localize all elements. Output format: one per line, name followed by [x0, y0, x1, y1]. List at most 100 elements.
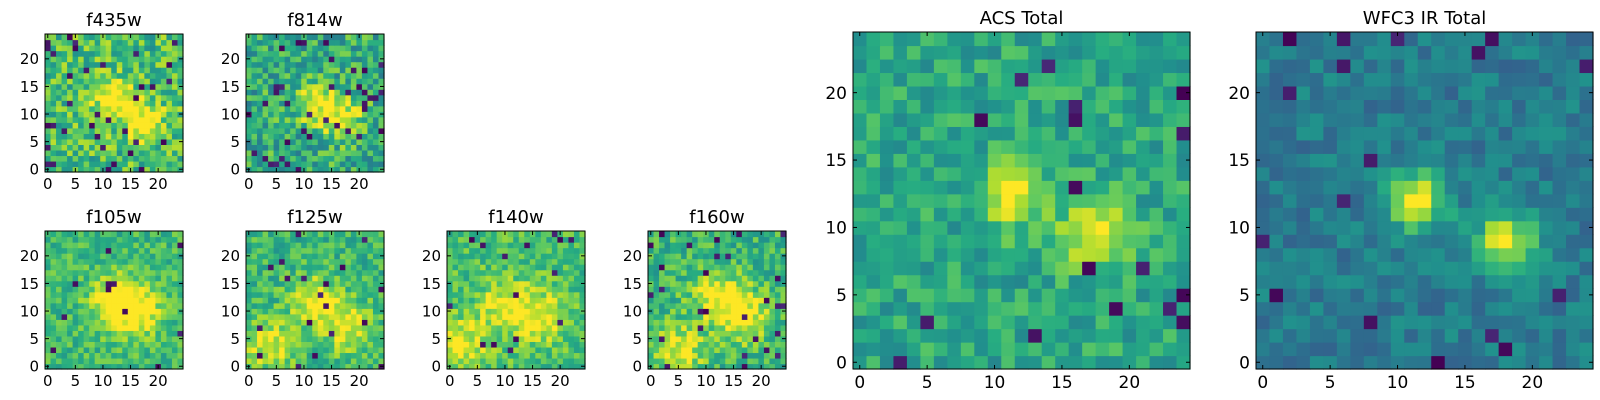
- pixel: [94, 335, 101, 342]
- pixel: [524, 324, 531, 331]
- pixel: [78, 45, 85, 52]
- pixel: [1552, 207, 1567, 222]
- pixel: [257, 242, 264, 249]
- pixel: [736, 308, 743, 315]
- pixel: [670, 253, 677, 260]
- pixel: [367, 286, 374, 293]
- pixel: [1149, 153, 1164, 168]
- pixel: [127, 138, 134, 145]
- pixel: [78, 247, 85, 254]
- pixel: [736, 286, 743, 293]
- pixel: [83, 61, 90, 68]
- pixel: [67, 308, 74, 315]
- pixel: [1082, 153, 1097, 168]
- pixel: [568, 330, 575, 337]
- pixel: [105, 166, 112, 173]
- pixel: [719, 324, 726, 331]
- pixel: [485, 346, 492, 354]
- pixel: [155, 45, 162, 52]
- pixel: [345, 286, 352, 293]
- pixel: [301, 280, 308, 287]
- pixel: [708, 286, 715, 293]
- pixel: [94, 61, 101, 68]
- pixel: [1552, 328, 1567, 343]
- pixel: [155, 280, 162, 287]
- pixel: [312, 297, 319, 304]
- pixel: [452, 275, 459, 282]
- pixel: [960, 126, 975, 141]
- pixel: [367, 236, 374, 243]
- pixel: [273, 94, 280, 101]
- pixel: [361, 116, 369, 123]
- pixel: [758, 324, 765, 331]
- pixel: [1282, 315, 1298, 330]
- pixel: [171, 67, 179, 74]
- pixel: [675, 291, 682, 298]
- pixel: [540, 253, 547, 260]
- pixel: [725, 324, 732, 331]
- pixel: [133, 341, 140, 348]
- pixel: [328, 56, 335, 63]
- pixel: [149, 302, 156, 309]
- pixel: [127, 116, 134, 123]
- pixel: [171, 319, 179, 326]
- pixel: [1109, 220, 1124, 235]
- pixel: [155, 352, 162, 359]
- pixel: [323, 149, 330, 157]
- pixel: [752, 236, 759, 243]
- pixel: [1082, 234, 1097, 249]
- pixel: [1028, 139, 1043, 154]
- pixel: [730, 346, 737, 354]
- pixel: [692, 280, 699, 287]
- pixel: [447, 341, 454, 348]
- pixel: [83, 72, 90, 79]
- pixel: [579, 264, 586, 271]
- pixel: [301, 302, 308, 309]
- pixel: [1136, 234, 1151, 249]
- pixel: [1458, 328, 1473, 343]
- pixel: [279, 144, 286, 151]
- pixel: [339, 111, 346, 118]
- pixel: [496, 247, 503, 254]
- pixel: [372, 89, 380, 96]
- pixel: [149, 324, 156, 331]
- pixel: [491, 346, 498, 354]
- pixel: [56, 335, 63, 342]
- pixel: [138, 39, 145, 46]
- pixel: [50, 89, 57, 96]
- pixel: [61, 242, 68, 249]
- pixel: [1404, 328, 1419, 343]
- pixel: [524, 269, 531, 276]
- pixel: [295, 61, 302, 68]
- pixel: [686, 308, 693, 315]
- pixel: [257, 67, 264, 74]
- pixel: [105, 264, 112, 271]
- pixel: [447, 330, 454, 337]
- pixel: [692, 363, 699, 370]
- pixel: [144, 116, 151, 123]
- pixel: [251, 335, 258, 342]
- pixel: [1176, 301, 1191, 316]
- pixel: [89, 111, 96, 118]
- pixel: [334, 330, 341, 337]
- pixel: [853, 58, 868, 74]
- pixel: [1309, 342, 1324, 357]
- pixel: [144, 286, 151, 293]
- pixel: [251, 264, 258, 271]
- pixel: [780, 264, 787, 271]
- pixel: [144, 236, 151, 243]
- pixel: [378, 324, 385, 331]
- pixel: [127, 50, 134, 57]
- pixel: [568, 324, 575, 331]
- pixel: [295, 138, 302, 145]
- pixel: [1095, 85, 1110, 100]
- pixel: [491, 313, 498, 320]
- pixel: [345, 324, 352, 331]
- pixel: [866, 153, 881, 168]
- pixel: [1041, 342, 1056, 357]
- pixel: [138, 335, 145, 342]
- pixel: [469, 319, 476, 326]
- pixel: [356, 133, 363, 140]
- pixel: [1336, 355, 1351, 370]
- pixel: [987, 247, 1002, 262]
